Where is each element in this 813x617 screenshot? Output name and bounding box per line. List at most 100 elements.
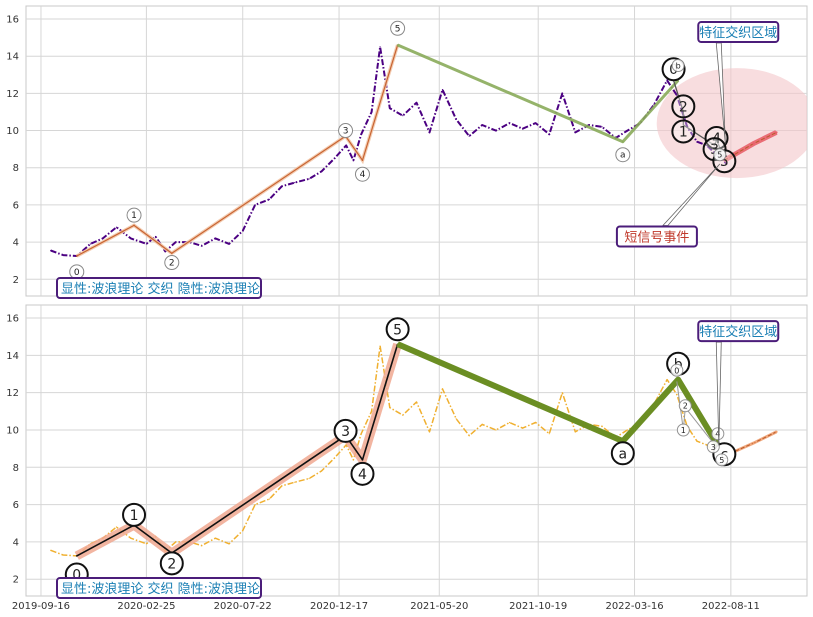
- price-series-point: [574, 131, 576, 134]
- price-series-point: [294, 182, 296, 184]
- feature-label-circle: [671, 119, 696, 144]
- wave-line: [76, 44, 399, 257]
- wave-label-circle: [126, 207, 142, 223]
- y-tick-label: 14: [6, 351, 19, 362]
- footer-box: [56, 577, 262, 599]
- price-series-point: [308, 477, 310, 480]
- price-series-point: [281, 485, 283, 487]
- price-series-point: [268, 198, 271, 200]
- price-series-point: [360, 433, 362, 435]
- short-signal-point: [752, 142, 755, 145]
- price-series-point: [626, 129, 628, 132]
- wave-label-text: 5: [393, 322, 402, 338]
- plot-frame: [25, 304, 808, 597]
- price-series-point: [320, 470, 323, 472]
- price-series-point: [130, 237, 132, 239]
- price-series-point: [535, 122, 537, 124]
- x-tick-label: 2019-09-16: [12, 601, 70, 612]
- price-series-point: [521, 128, 524, 130]
- price-series-point: [696, 141, 698, 143]
- price-series-point: [370, 410, 373, 412]
- feature-label-small-text: 5: [719, 456, 724, 465]
- price-series-point: [62, 554, 64, 556]
- y-tick-label: 4: [13, 238, 19, 249]
- price-series-point: [130, 537, 132, 539]
- footer-text: 显性:波浪理论 交织 隐性:波浪理论: [61, 281, 260, 297]
- price-series-point: [415, 102, 418, 104]
- feature-label-small-circle: [706, 440, 720, 454]
- price-series-point: [676, 393, 678, 396]
- y-tick-label: 12: [6, 388, 19, 399]
- short-signal-point: [775, 131, 778, 134]
- price-series-point: [601, 425, 603, 427]
- wave-vertex: [361, 159, 364, 162]
- y-tick-label: 2: [13, 275, 19, 286]
- short-signal-point: [752, 441, 755, 445]
- price-series-point: [145, 543, 148, 545]
- x-tick-label: 2022-03-16: [605, 601, 663, 612]
- price-series-point: [588, 124, 590, 126]
- y-tick-label: 4: [13, 537, 19, 548]
- wave-label-text: a: [619, 446, 628, 462]
- price-series-point: [50, 249, 52, 252]
- price-series-point: [468, 434, 470, 437]
- y-tick-label: 10: [6, 126, 19, 137]
- price-series-point: [242, 230, 244, 232]
- wave-vertex: [361, 459, 364, 461]
- wave-label-text: 5: [395, 24, 401, 34]
- price-series-point: [228, 543, 230, 545]
- wave-label-text: 0: [74, 268, 80, 278]
- wave-label-text: 2: [167, 556, 176, 572]
- feature-label-small-circle: [671, 58, 685, 72]
- price-series-point: [495, 129, 497, 132]
- price-series-point: [308, 178, 310, 180]
- price-series-point: [345, 144, 347, 147]
- wave-vertex: [170, 252, 173, 255]
- feature-label-text: 0: [669, 62, 678, 78]
- price-series-point: [175, 541, 177, 543]
- price-series-point: [201, 545, 203, 547]
- annotation-box: [697, 21, 780, 44]
- price-series-point: [666, 79, 668, 81]
- footer-text: 显性:波浪理论 交织 隐性:波浪理论: [61, 581, 260, 597]
- annotation-text: 特征交织区域: [699, 25, 777, 41]
- wave-label-circle: [159, 551, 184, 576]
- price-series-point: [481, 423, 483, 425]
- y-tick-label: 2: [13, 575, 19, 586]
- price-series-point: [468, 135, 470, 137]
- price-series-point: [89, 243, 92, 245]
- wave-label-circle: [615, 147, 631, 163]
- price-series-point: [441, 388, 444, 390]
- plot-content: [50, 43, 807, 258]
- x-tick-label: 2021-05-20: [410, 601, 468, 612]
- price-series-point: [379, 345, 381, 347]
- highlight-region: [656, 68, 807, 179]
- price-series-point: [402, 414, 404, 416]
- price-series-point: [214, 237, 216, 239]
- price-series-point: [145, 243, 148, 245]
- price-series-point: [201, 245, 203, 247]
- price-series-point: [574, 431, 576, 433]
- wave-label-text: a: [620, 151, 626, 161]
- x-tick-label: 2022-08-11: [702, 601, 760, 612]
- price-series-point: [455, 418, 457, 420]
- price-series-point: [320, 170, 323, 173]
- feature-label-small-circle: [670, 363, 684, 377]
- price-series-point: [214, 537, 216, 539]
- price-series-point: [666, 379, 668, 381]
- wave-label-circle: [390, 20, 406, 36]
- price-series-point: [561, 92, 563, 94]
- price-series-point: [495, 429, 497, 431]
- wave-label-text: 0: [72, 568, 81, 584]
- price-series-point: [521, 427, 524, 429]
- wave-label-text: 2: [169, 259, 175, 269]
- price-series-point: [601, 126, 603, 128]
- feature-label-small-text: 3: [711, 443, 716, 452]
- wave-label-circle: [333, 418, 358, 443]
- price-series-point: [726, 163, 728, 165]
- wave-label-circle: [338, 123, 354, 139]
- wave-vertex: [133, 224, 135, 227]
- x-tick-label: 2021-10-19: [509, 601, 567, 612]
- price-series-point: [696, 440, 698, 442]
